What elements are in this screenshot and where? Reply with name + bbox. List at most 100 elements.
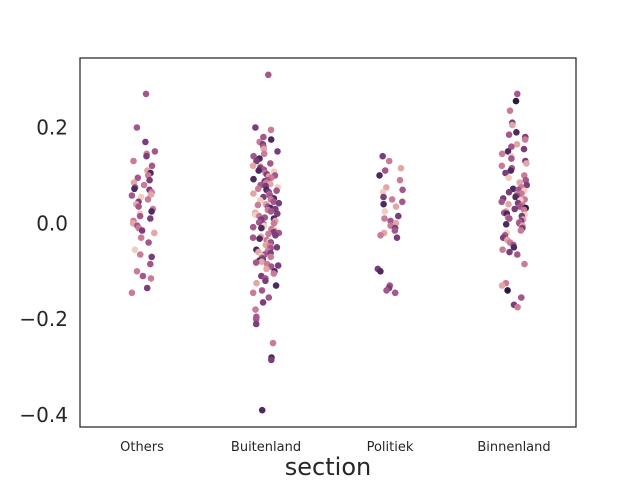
data-point (133, 268, 141, 275)
data-point (272, 282, 280, 289)
data-point (376, 172, 383, 179)
data-point (142, 90, 150, 98)
x-tick-label: Binnenland (477, 440, 550, 455)
data-point (514, 303, 521, 311)
data-point (145, 239, 152, 246)
data-point (502, 221, 510, 228)
data-point (274, 210, 281, 217)
data-point (391, 289, 399, 297)
data-point (275, 199, 283, 207)
data-point (272, 232, 279, 239)
data-point (137, 234, 145, 241)
data-point (508, 143, 515, 150)
data-point (250, 175, 257, 183)
data-point (147, 215, 154, 222)
data-point (249, 289, 257, 297)
data-point (135, 203, 142, 210)
data-point (383, 184, 390, 191)
data-point (138, 227, 146, 234)
data-point (267, 126, 275, 134)
data-point (130, 157, 137, 165)
data-point (250, 152, 257, 160)
data-point (131, 246, 139, 253)
data-point (267, 160, 274, 167)
x-tick-label: Buitenland (231, 440, 301, 455)
data-point (255, 167, 262, 174)
data-point (148, 208, 155, 215)
data-point (381, 208, 389, 215)
data-point (505, 174, 512, 182)
data-point (128, 289, 136, 297)
y-tick-label: −0.4 (19, 403, 68, 427)
data-point (142, 138, 149, 146)
data-point (510, 244, 518, 251)
data-point (249, 223, 257, 231)
data-point (505, 188, 513, 196)
data-point (385, 157, 393, 165)
data-point (392, 203, 400, 210)
x-tick-label: Others (120, 440, 164, 455)
data-point (504, 287, 511, 294)
data-point (506, 248, 513, 256)
data-point (399, 198, 406, 206)
data-point (128, 192, 136, 199)
data-point (513, 129, 520, 136)
data-point (518, 294, 525, 301)
data-point (256, 235, 263, 242)
data-point (249, 162, 257, 170)
data-point (270, 198, 277, 206)
data-point (137, 193, 145, 201)
data-point (511, 205, 518, 213)
data-point (383, 287, 390, 294)
data-point (377, 268, 384, 275)
data-point (513, 141, 521, 148)
data-point (252, 315, 260, 323)
data-point (381, 215, 388, 222)
data-point (396, 176, 404, 184)
data-point (151, 229, 158, 237)
data-point (268, 356, 275, 364)
data-point (143, 152, 150, 160)
data-point (274, 148, 281, 155)
x-tick-label: Politiek (367, 440, 414, 455)
data-point (379, 188, 387, 196)
data-point (381, 167, 389, 174)
data-point (252, 320, 260, 328)
data-point (523, 181, 531, 189)
data-point (380, 193, 387, 201)
data-point (140, 181, 148, 189)
data-point (498, 282, 506, 289)
data-point (265, 294, 273, 301)
data-point (151, 148, 159, 155)
data-point (254, 201, 262, 209)
data-point (258, 258, 265, 266)
data-point (134, 174, 142, 182)
data-point (258, 224, 265, 232)
data-point (270, 270, 278, 277)
data-point (267, 253, 275, 261)
y-tick-label: 0.2 (36, 115, 68, 139)
data-point (397, 164, 405, 172)
data-point (523, 160, 530, 167)
data-point (379, 152, 387, 160)
data-point (502, 169, 509, 177)
data-point (399, 186, 406, 194)
data-point (252, 306, 259, 313)
data-point (498, 150, 506, 158)
data-point (395, 212, 402, 220)
data-point (147, 191, 155, 198)
data-point (258, 406, 266, 414)
data-point (253, 157, 260, 165)
data-point (517, 227, 525, 234)
data-point (262, 277, 269, 285)
data-point (505, 131, 513, 138)
data-point (520, 145, 528, 153)
data-point (139, 272, 147, 280)
data-point (380, 200, 387, 208)
data-point (260, 145, 268, 153)
data-point (514, 251, 521, 258)
data-point (504, 148, 512, 155)
data-point (388, 196, 396, 203)
data-point (265, 230, 272, 238)
